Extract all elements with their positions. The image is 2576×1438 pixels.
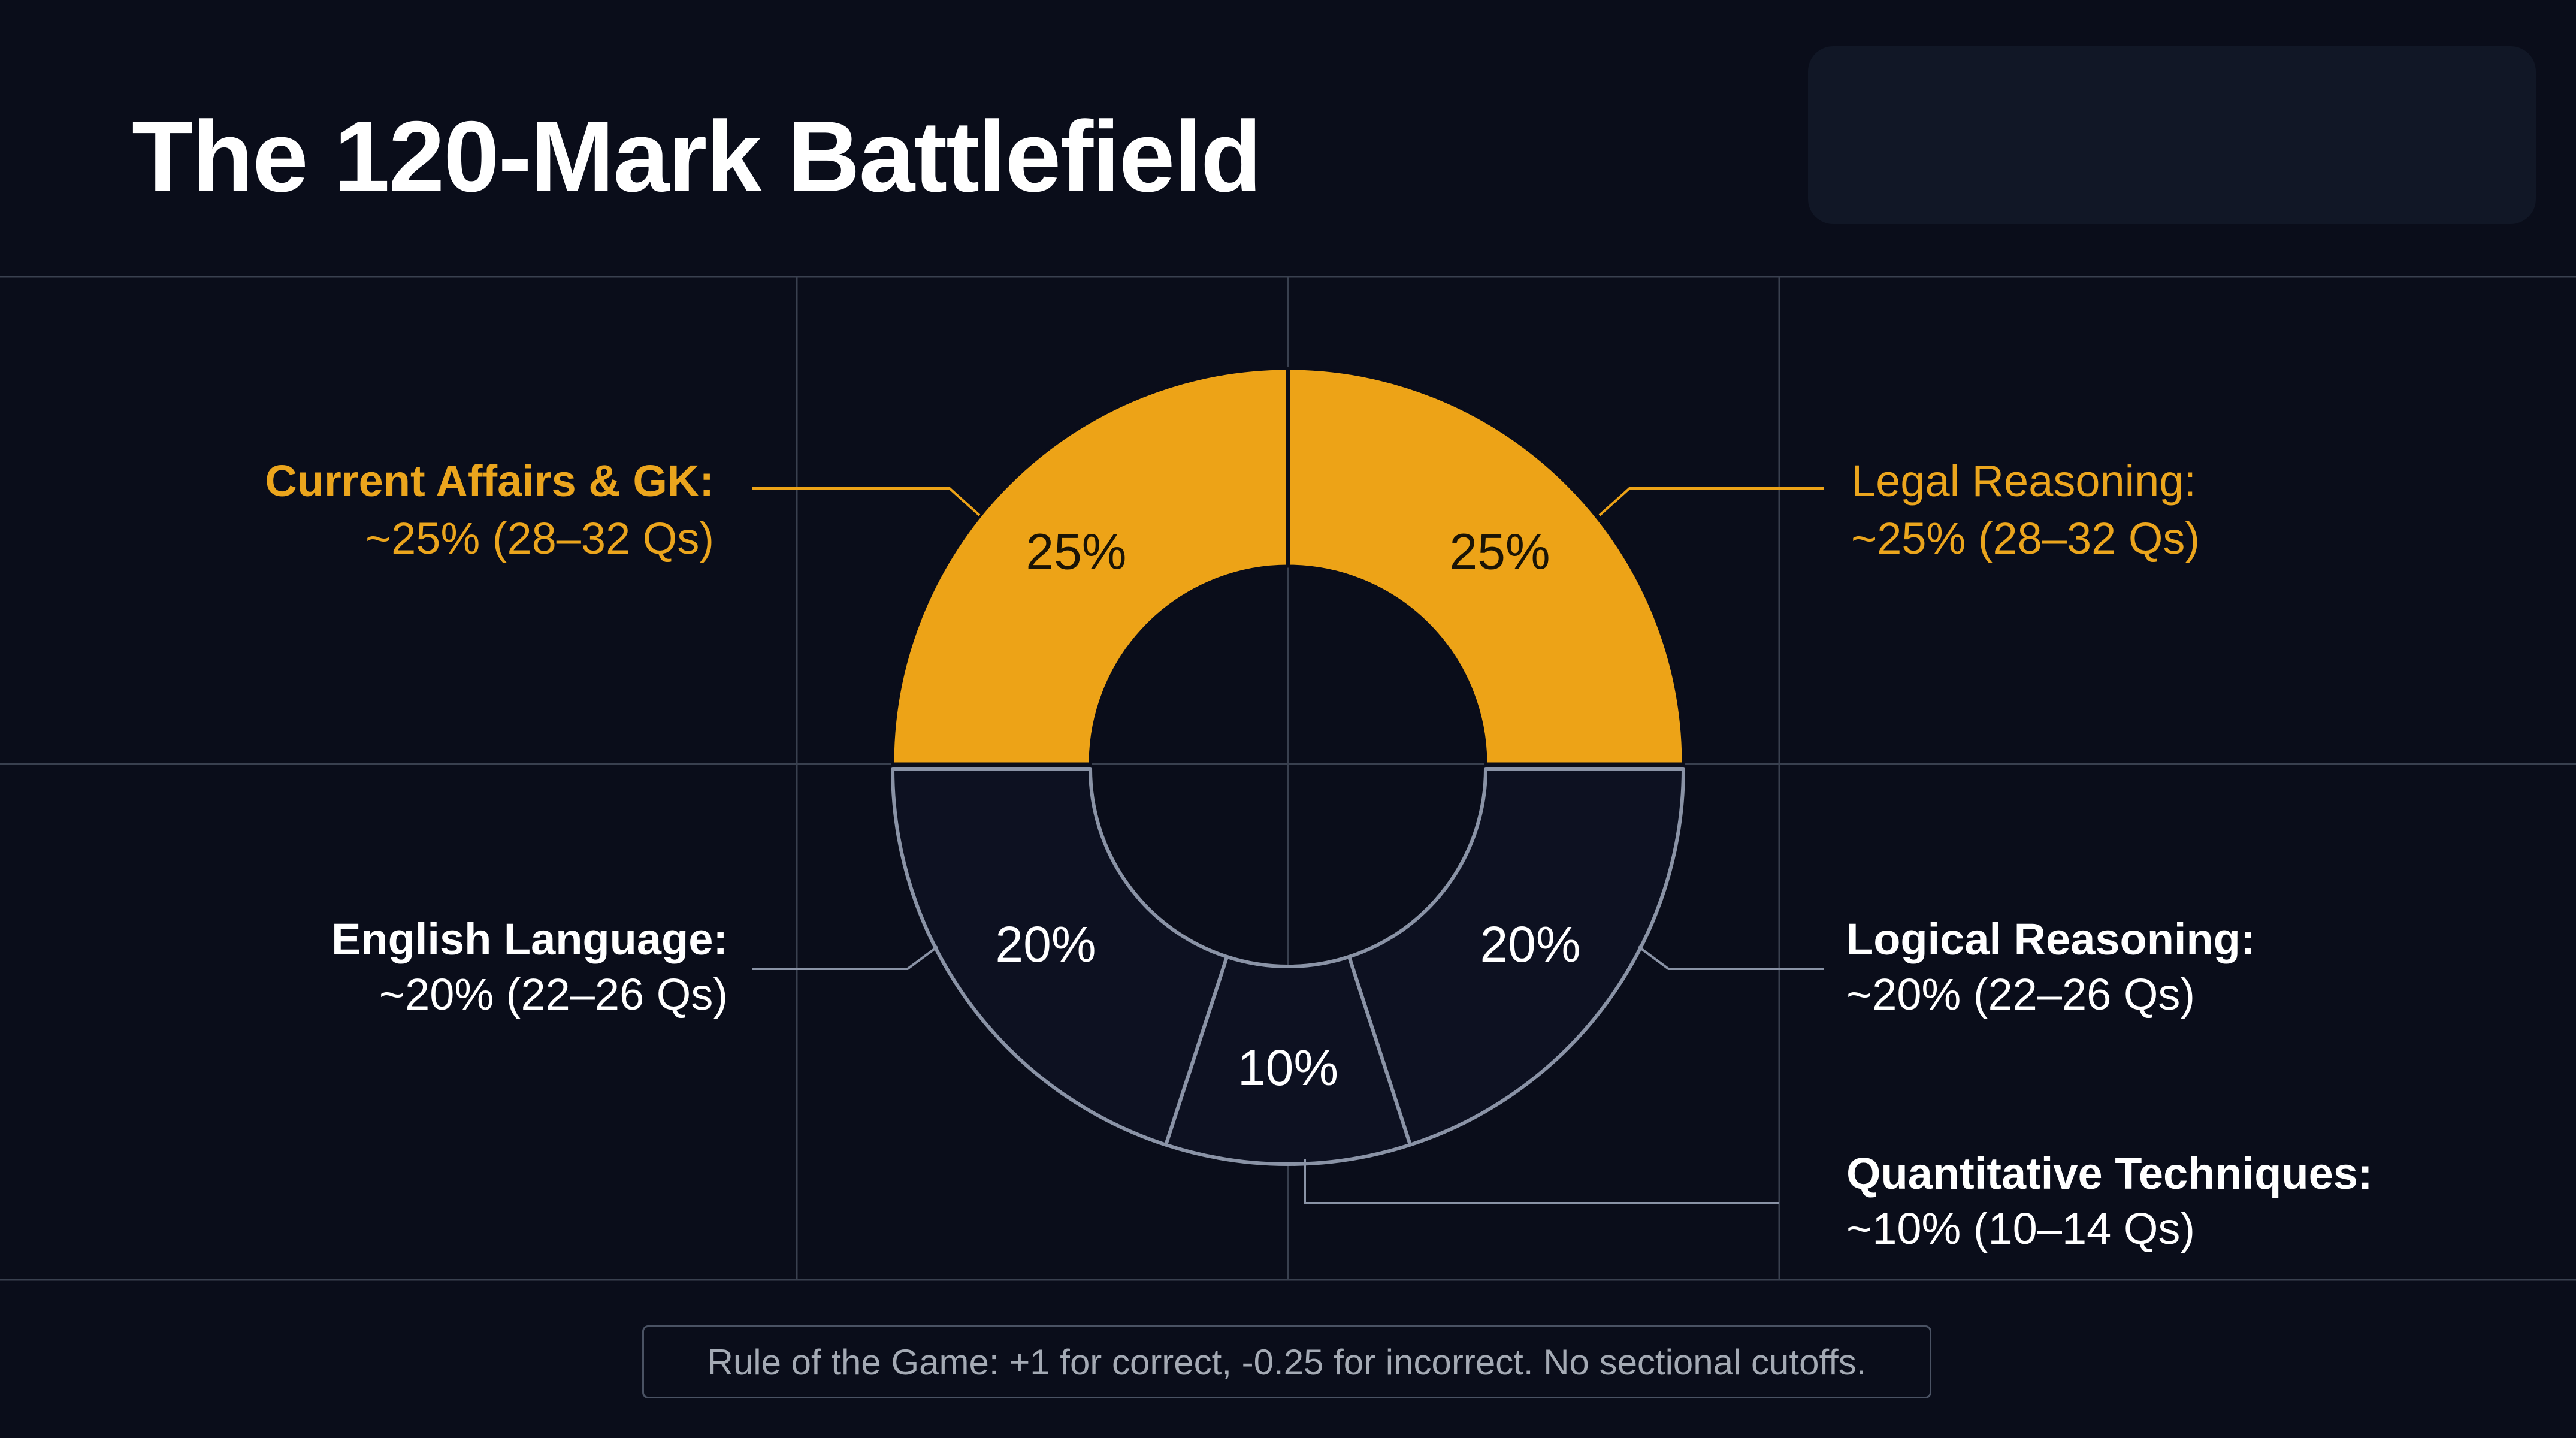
callout-quant-sub: ~10% (10–14 Qs) [1846,1204,2196,1253]
callout-legal: Legal Reasoning: ~25% (28–32 Qs) [1851,452,2200,567]
segment-quantitative-techniques [1164,954,1412,1167]
leader-line-quant [1304,1159,1779,1204]
segment-label-quantitative-techniques: 10% [1238,1040,1338,1096]
leader-line-english [752,945,939,970]
segment-english-language [891,767,1229,1147]
segment-label-current-affairs-gk: 25% [1026,523,1126,579]
callout-legal-sub: ~25% (28–32 Qs) [1851,513,2200,563]
segment-current-affairs-gk [891,367,1290,766]
callout-english: English Language: ~20% (22–26 Qs) [331,912,728,1022]
callout-current-affairs: Current Affairs & GK: ~25% (28–32 Qs) [265,452,714,567]
callout-quant-head: Quantitative Techniques: [1846,1149,2373,1198]
leader-line-logical [1637,945,1824,970]
leader-line-legal [1598,487,1824,516]
callout-english-head: English Language: [331,914,728,964]
segment-legal-reasoning [1286,367,1685,766]
segment-label-english-language: 20% [995,916,1096,972]
rule-of-the-game: Rule of the Game: +1 for correct, -0.25 … [642,1325,1931,1398]
segment-logical-reasoning [1347,767,1685,1147]
callout-logical-head: Logical Reasoning: [1846,914,2255,964]
callout-english-sub: ~20% (22–26 Qs) [379,969,728,1019]
page-title: The 120-Mark Battlefield [132,100,1262,213]
callout-current-affairs-sub: ~25% (28–32 Qs) [365,513,714,563]
callout-current-affairs-head: Current Affairs & GK: [265,456,714,506]
segment-label-legal-reasoning: 25% [1449,523,1550,579]
leader-line-current-affairs [752,487,981,516]
callout-quant: Quantitative Techniques: ~10% (10–14 Qs) [1846,1146,2373,1256]
callout-legal-head: Legal Reasoning: [1851,456,2196,506]
corner-panel [1808,46,2536,224]
callout-logical: Logical Reasoning: ~20% (22–26 Qs) [1846,912,2255,1022]
segment-label-logical-reasoning: 20% [1480,916,1580,972]
callout-logical-sub: ~20% (22–26 Qs) [1846,969,2196,1019]
